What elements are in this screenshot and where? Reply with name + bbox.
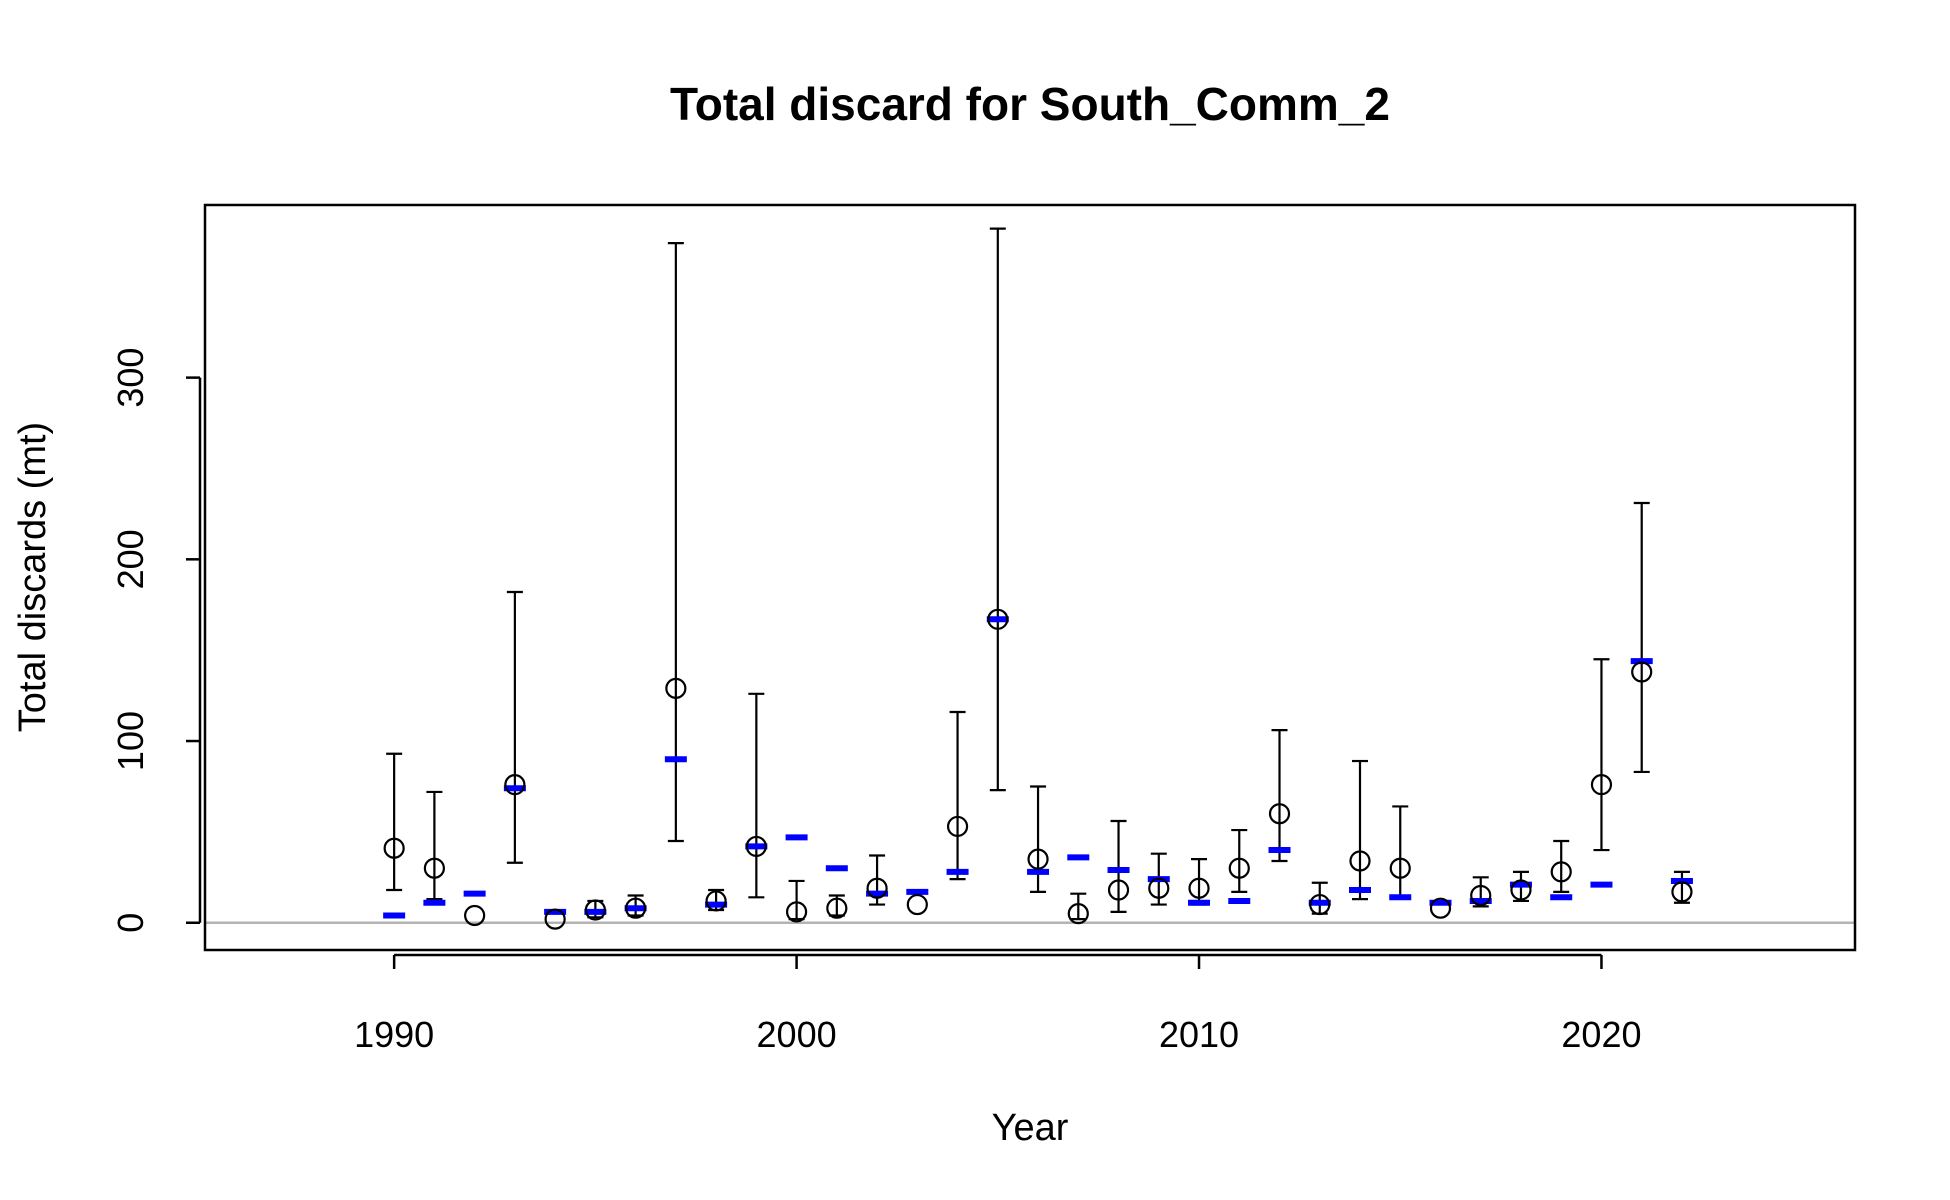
observed-point (1309, 893, 1331, 916)
observed-point (1470, 884, 1492, 907)
observed-point (464, 904, 486, 927)
x-tick-label: 2000 (757, 1014, 837, 1055)
observed-point (423, 857, 445, 879)
observed-point (1107, 879, 1130, 901)
observed-point (383, 837, 405, 859)
observed-point (1027, 848, 1049, 870)
x-tick-label: 1990 (354, 1014, 434, 1055)
y-tick-label: 100 (110, 711, 151, 771)
observed-point (1389, 857, 1411, 879)
observed-point (544, 908, 566, 930)
observed-point (745, 835, 767, 858)
observed-point (1188, 877, 1210, 899)
x-axis: 1990 2000 2010 2020 (354, 953, 1642, 1055)
observed-point (1268, 803, 1291, 825)
x-axis-label: Year (992, 1107, 1069, 1149)
plot-frame (203, 203, 1857, 952)
observed-point (1067, 903, 1089, 925)
observed-point (1349, 850, 1371, 872)
x-tick-label: 2010 (1159, 1014, 1239, 1055)
plot-area (205, 227, 1855, 930)
observed-point (1510, 879, 1532, 901)
x-tick-label: 2020 (1561, 1014, 1641, 1055)
observed-point (1590, 774, 1613, 796)
y-tick-label: 0 (110, 913, 151, 933)
observed-point (1671, 881, 1693, 903)
observed-point (826, 897, 848, 919)
chart-title: Total discard for South_Comm_2 (670, 78, 1390, 130)
y-tick-label: 300 (110, 348, 151, 408)
observed-point (665, 677, 687, 699)
observed-point (705, 890, 727, 912)
observed-point (1631, 661, 1653, 683)
observed-point (584, 899, 606, 921)
y-axis-label: Total discards (mt) (12, 422, 54, 732)
observed-point (625, 897, 647, 919)
observed-point (504, 774, 526, 796)
y-tick-label: 200 (110, 529, 151, 589)
y-axis: 0 100 200 300 (110, 348, 202, 933)
observed-point (1228, 857, 1250, 879)
observed-point (866, 877, 888, 899)
observed-point (1550, 861, 1572, 883)
observed-point (906, 893, 928, 916)
observed-point (987, 608, 1009, 630)
observed-point (785, 901, 808, 923)
observed-point (1148, 877, 1170, 899)
observed-point (946, 815, 969, 838)
observed-point (1429, 897, 1452, 919)
